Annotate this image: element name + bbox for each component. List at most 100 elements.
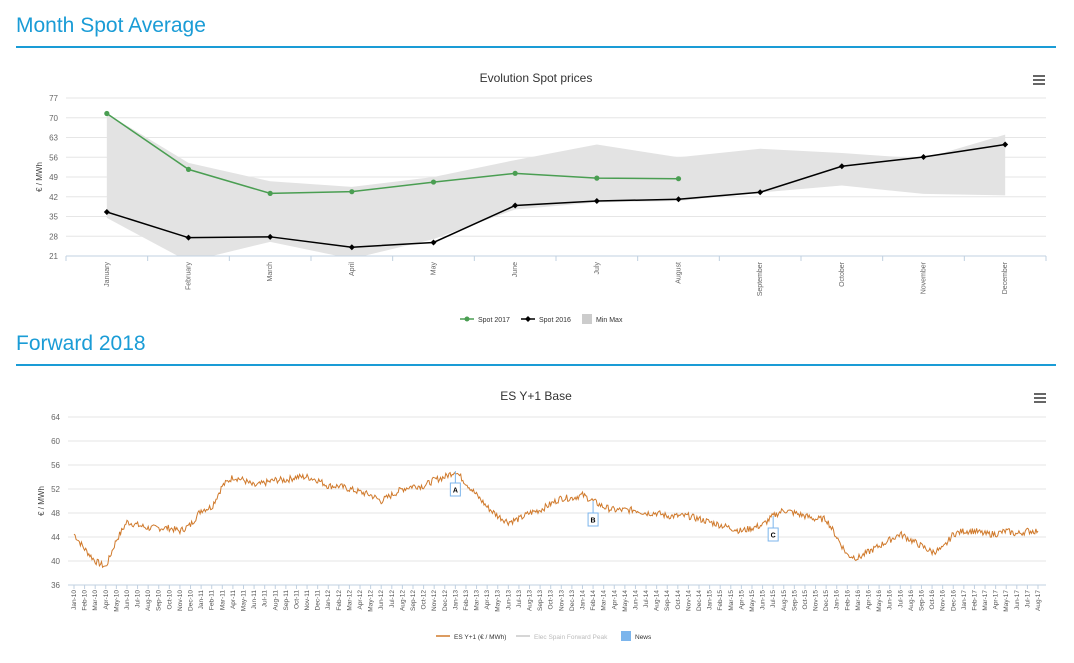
y-tick-label: 60 [51,437,60,446]
x-tick-label: Jan-17 [961,590,968,610]
x-tick-label: Dec-11 [315,590,322,611]
x-tick-label: Jun-12 [378,590,385,610]
x-tick-label: Feb-10 [82,590,89,611]
spot-2017-point [512,170,518,176]
x-tick-label: Dec-13 [569,590,576,611]
x-tick-label: Aug-15 [781,590,788,611]
es-y1-line [73,471,1039,569]
spot-2016-point [185,234,192,241]
spot-2016-point [675,196,682,203]
spot-2017-point [349,189,355,195]
y-tick-label: 35 [49,213,58,222]
y-tick-label: 56 [49,153,58,162]
x-tick-label: Feb-11 [209,590,216,610]
x-tick-label: Apr-15 [738,590,745,610]
x-tick-label: Jun-10 [124,590,131,610]
x-tick-label: Jul-10 [135,590,142,608]
x-tick-label: Oct-14 [675,590,682,610]
news-flag-label: C [771,533,776,540]
x-tick-label: May [431,262,438,276]
legend-symbol-news [621,631,631,641]
x-tick-label: Mar-13 [474,590,481,611]
legend-label-peak: Elec Spain Forward Peak [534,634,608,641]
x-tick-label: Jun-11 [251,590,258,610]
spot-2016-point [267,233,274,240]
x-tick-label: Mar-16 [855,590,862,611]
news-flag [449,482,461,497]
y-tick-label: 70 [49,114,58,123]
x-tick-label: Aug-14 [654,590,661,611]
x-tick-label: Oct-12 [421,590,428,610]
x-tick-label: Nov-15 [813,590,820,611]
x-tick-label: December [1002,261,1009,294]
y-tick-label: 36 [51,581,60,590]
x-tick-label: Dec-12 [442,590,449,611]
x-tick-label: May-11 [240,590,247,612]
spot-2016-point [757,189,764,196]
x-tick-label: March [267,262,274,282]
spot-chart-container: Evolution Spot prices 21 28 35 42 49 56 63 70 77… [16,58,1056,330]
y-tick-label: 44 [51,533,60,542]
hamburger-menu-icon[interactable] [1033,75,1045,85]
spot-2017-point [185,166,192,172]
x-tick-label: Aug-10 [145,590,152,611]
x-tick-label: November [921,261,928,294]
x-tick-label: May-17 [1003,590,1010,612]
x-tick-label: May-16 [876,590,883,612]
y-tick-label: 28 [49,232,58,241]
y-tick-label: 48 [51,509,60,518]
spot-2016-point [103,208,110,215]
x-tick-label: May-12 [368,590,375,612]
x-tick-label: August [676,262,683,284]
spot-2016-point [920,153,927,160]
x-tick-label: October [839,261,846,287]
legend-label-minmax: Min Max [596,317,623,324]
x-tick-label: Jan-12 [325,590,332,610]
x-tick-label: Feb-16 [844,590,851,611]
x-tick-label: Apr-17 [993,590,1000,610]
x-tick-label: Apr-14 [611,590,618,610]
x-tick-label: Nov-11 [304,590,311,611]
spot-2016-point [838,163,845,170]
y-tick-label: 56 [51,461,60,470]
spot-2017-point [104,110,110,117]
legend-label-spot-2017: Spot 2017 [478,317,510,324]
y-tick-label: 21 [49,252,58,261]
x-tick-label: Jun-17 [1014,590,1021,610]
forward-chart-container: ES Y+1 Base 36 40 44 48 52 56 60 64 € / MWh Jan-1… [16,376,1056,656]
legend-marker-spot-2017 [464,316,470,322]
x-tick-label: Mar-17 [982,590,989,611]
x-tick-label: Feb-17 [971,590,978,611]
x-tick-label: Jun-15 [760,590,767,610]
x-tick-label: Oct-11 [293,590,300,609]
x-tick-label: Jun-13 [505,590,512,610]
hamburger-menu-icon[interactable] [1034,393,1046,403]
y-tick-label: 64 [51,413,60,422]
x-tick-label: Dec-15 [823,590,830,611]
x-tick-label: Aug-11 [272,590,279,611]
minmax-area [106,113,1006,256]
spot-2016-point [512,202,519,209]
news-flag-label: A [453,488,458,495]
x-tick-label: Jul-12 [389,590,396,608]
x-tick-label: Jan-13 [452,590,459,610]
spot-2016-point [430,239,437,246]
x-tick-label: May-13 [495,590,502,612]
spot-2016-line [106,143,1006,249]
x-tick-label: Jan-10 [71,590,78,610]
x-tick-label: Dec-10 [188,590,195,611]
chart-title: ES Y+1 Base [500,389,572,403]
y-tick-label: 42 [49,193,58,202]
y-tick-label: 77 [49,94,58,103]
x-tick-label: July [594,262,601,275]
x-tick-label: Mar-14 [601,590,608,611]
section-divider [16,364,1056,366]
x-tick-label: Nov-13 [558,590,565,611]
section-title-forward: Forward 2018 [16,332,146,355]
legend-label-spot-2016: Spot 2016 [539,317,571,324]
y-tick-label: 63 [49,134,58,143]
x-tick-label: Jul-14 [643,590,650,608]
x-tick-label: Apr-12 [357,590,364,610]
spot-2016-point [348,244,355,251]
